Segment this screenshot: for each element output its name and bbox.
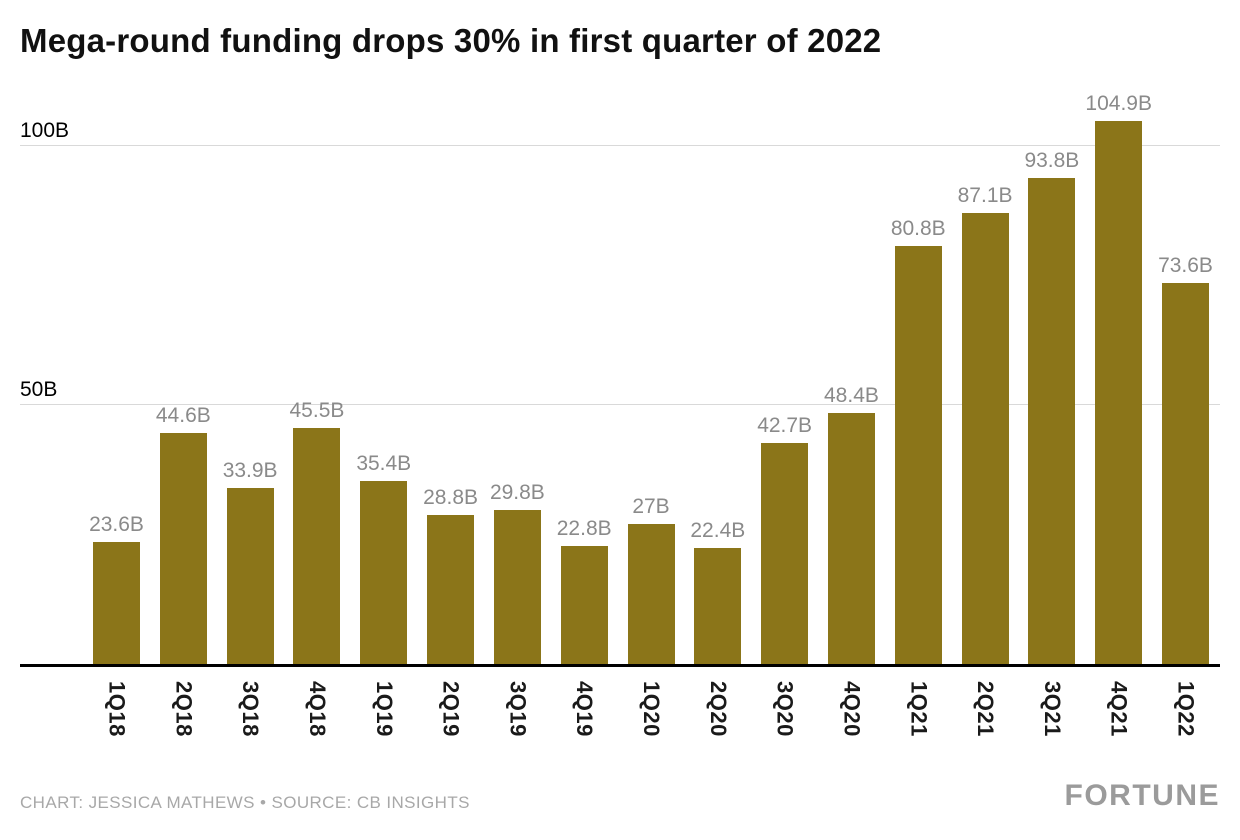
- bar-value-label: 104.9B: [1085, 91, 1152, 115]
- x-tick: 1Q19: [360, 681, 407, 763]
- x-tick: 4Q20: [828, 681, 875, 763]
- bar-group-4Q18: 45.5B: [290, 84, 344, 664]
- bar-group-4Q20: 48.4B: [824, 84, 879, 664]
- fortune-logo: FORTUNE: [1064, 779, 1220, 812]
- x-tick-label: 4Q19: [572, 681, 598, 737]
- x-tick-label: 3Q19: [505, 681, 531, 737]
- x-tick-label: 3Q21: [1039, 681, 1065, 737]
- bar: [159, 433, 207, 664]
- bar-group-3Q21: 93.8B: [1024, 84, 1079, 664]
- bar-value-label: 44.6B: [155, 404, 211, 428]
- bar-value-label: 80.8B: [890, 216, 946, 240]
- bars-layer: 23.6B 44.6B 33.9B 45.5B 35.4B 28.8B 29.8B 22.8B…: [20, 84, 1220, 664]
- bar-group-4Q21: 104.9B: [1085, 84, 1152, 664]
- bar: [560, 545, 608, 664]
- x-tick: 1Q22: [1162, 681, 1209, 763]
- bar: [827, 413, 875, 664]
- bar: [694, 548, 742, 664]
- x-tick: 3Q21: [1028, 681, 1075, 763]
- x-tick: 1Q21: [895, 681, 942, 763]
- x-tick: 2Q20: [694, 681, 741, 763]
- x-tick: 3Q18: [227, 681, 274, 763]
- bar-group-1Q21: 80.8B: [891, 84, 946, 664]
- bar: [627, 524, 675, 664]
- bar-value-label: 27B: [632, 495, 670, 519]
- x-tick-label: 4Q20: [839, 681, 865, 737]
- x-tick: 2Q21: [962, 681, 1009, 763]
- bar-group-3Q19: 29.8B: [490, 84, 545, 664]
- x-tick: 1Q20: [628, 681, 675, 763]
- bar: [1028, 178, 1076, 664]
- x-tick: 3Q19: [494, 681, 541, 763]
- x-tick: 2Q19: [427, 681, 474, 763]
- x-tick: 4Q19: [561, 681, 608, 763]
- bar-value-label: 35.4B: [356, 451, 412, 475]
- bar-group-3Q18: 33.9B: [223, 84, 278, 664]
- bar-group-1Q22: 73.6B: [1158, 84, 1213, 664]
- bar-value-label: 87.1B: [957, 183, 1013, 207]
- x-tick-label: 3Q18: [238, 681, 264, 737]
- plot-area: 50B 100B 23.6B 44.6B 33.9B 45.5B 35.4B 28.8B 29…: [20, 84, 1220, 667]
- chart-footer: CHART: JESSICA MATHEWS • SOURCE: CB INSI…: [20, 779, 1220, 813]
- bar-value-label: 73.6B: [1158, 253, 1213, 277]
- bar: [93, 541, 140, 664]
- gridline-100B: [20, 145, 1220, 147]
- bar: [293, 428, 341, 664]
- x-tick: 4Q21: [1095, 681, 1142, 763]
- x-axis-labels: 1Q18 2Q18 3Q18 4Q18 1Q19 2Q19 3Q19 4Q19 1Q20 2Q20…: [20, 667, 1220, 763]
- bar-group-1Q20: 27B: [627, 84, 675, 664]
- x-tick-label: 1Q18: [104, 681, 130, 737]
- bar-group-1Q19: 35.4B: [356, 84, 411, 664]
- x-tick-label: 4Q18: [304, 681, 330, 737]
- bar-value-label: 28.8B: [423, 485, 479, 509]
- x-tick: 2Q18: [160, 681, 207, 763]
- bar-value-label: 22.8B: [556, 516, 612, 540]
- x-tick-label: 1Q22: [1173, 681, 1199, 737]
- bar: [360, 480, 408, 664]
- x-tick-label: 2Q20: [705, 681, 731, 737]
- x-tick-label: 1Q21: [906, 681, 932, 737]
- bar-value-label: 22.4B: [690, 519, 746, 542]
- bar: [961, 212, 1009, 664]
- bar-group-2Q20: 22.4B: [690, 84, 745, 664]
- bar-value-label: 33.9B: [222, 459, 278, 483]
- x-tick-label: 4Q21: [1106, 681, 1132, 737]
- gridline-50B: [20, 404, 1220, 406]
- x-tick-label: 3Q20: [772, 681, 798, 737]
- y-tick-label: 100B: [20, 120, 76, 142]
- bar-value-label: 29.8B: [489, 480, 545, 504]
- x-tick-label: 1Q19: [371, 681, 397, 737]
- bar-group-2Q18: 44.6B: [156, 84, 211, 664]
- bar-group-4Q19: 22.8B: [557, 84, 612, 664]
- bar-group-2Q19: 28.8B: [423, 84, 478, 664]
- x-tick: 3Q20: [761, 681, 808, 763]
- bar-group-1Q18: 23.6B: [89, 84, 144, 664]
- bar: [1095, 120, 1143, 664]
- bar: [226, 488, 274, 664]
- bar: [1162, 282, 1209, 664]
- bar-value-label: 42.7B: [757, 413, 813, 437]
- bar-value-label: 48.4B: [824, 384, 879, 408]
- x-tick-label: 2Q21: [973, 681, 999, 737]
- x-tick-label: 1Q20: [639, 681, 664, 737]
- bar-group-2Q21: 87.1B: [958, 84, 1013, 664]
- x-tick-label: 2Q18: [171, 681, 197, 737]
- bar-value-label: 23.6B: [89, 512, 144, 536]
- bar: [493, 509, 541, 664]
- credit-text: CHART: JESSICA MATHEWS • SOURCE: CB INSI…: [20, 793, 470, 812]
- bar-group-3Q20: 42.7B: [757, 84, 812, 664]
- y-tick-label: 50B: [20, 379, 64, 401]
- x-tick-label: 2Q19: [438, 681, 464, 737]
- bar-value-label: 93.8B: [1024, 149, 1080, 173]
- bar-value-label: 45.5B: [289, 399, 345, 423]
- x-tick: 1Q18: [93, 681, 140, 763]
- bar: [427, 514, 475, 664]
- chart-title: Mega-round funding drops 30% in first qu…: [20, 22, 882, 59]
- bar: [894, 245, 942, 664]
- x-tick: 4Q18: [293, 681, 340, 763]
- bar: [761, 442, 809, 664]
